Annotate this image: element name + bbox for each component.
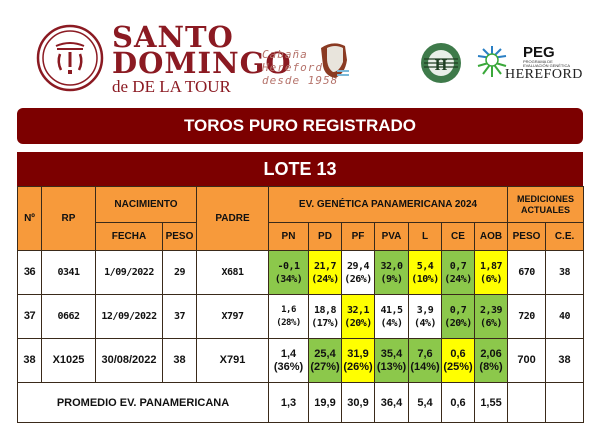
cell-num: 37	[17, 294, 42, 339]
table-row: 36 0341 1/09/2022 29 X681 -0,1 (34%) 21,…	[17, 250, 585, 295]
average-label: PROMEDIO EV. PANAMERICANA	[17, 382, 269, 423]
cell-l: 3,9 (4%)	[408, 294, 442, 339]
page-header: SANTO DOMINGO de DE LA TOUR Cabaña Heref…	[0, 0, 600, 105]
lote-table: Nº RP NACIMIENTO PADRE EV. GENÉTICA PANA…	[17, 186, 585, 423]
cell-aob: 1,87 (6%)	[473, 250, 509, 295]
col-mediciones: MEDICIONES ACTUALES	[507, 186, 585, 223]
cell-fecha: 12/09/2022	[95, 294, 163, 339]
cell-padre: X791	[196, 338, 269, 383]
peg-subtitle: PROGRAMA DE EVALUACIÓN GENÉTICA	[523, 59, 571, 68]
lote-title-bar: LOTE 13	[17, 152, 583, 186]
col-pf: PF	[341, 222, 375, 251]
cell-num: 36	[17, 250, 42, 295]
cell-fecha: 30/08/2022	[95, 338, 163, 383]
hereford-cow-icon	[321, 43, 349, 78]
lote-title: LOTE 13	[263, 158, 337, 179]
header-row-1: Nº RP NACIMIENTO PADRE EV. GENÉTICA PANA…	[17, 186, 585, 251]
avg-pf: 30,9	[341, 382, 375, 423]
cell-l: 5,4 (10%)	[408, 250, 442, 295]
cell-ce-actual: 38	[545, 338, 585, 383]
cell-l: 7,6 (14%)	[408, 338, 442, 383]
col-nacimiento: NACIMIENTO	[95, 186, 197, 223]
cell-pd: 18,8 (17%)	[308, 294, 342, 339]
santo-domingo-seal-icon	[36, 24, 104, 92]
col-aob: AOB	[473, 222, 509, 251]
cell-aob: 2,06 (8%)	[473, 338, 509, 383]
avg-peso-empty	[507, 382, 547, 423]
cell-padre: X681	[196, 250, 269, 295]
cell-pn: 1,4 (36%)	[268, 338, 309, 383]
cell-pva: 32,0 (9%)	[374, 250, 409, 295]
cell-padre: X797	[196, 294, 269, 339]
cell-rp: 0341	[41, 250, 96, 295]
peg-hereford: HEREFORD	[505, 67, 583, 82]
table-row: 37 0662 12/09/2022 37 X797 1,6 (28%) 18,…	[17, 294, 585, 339]
col-num: Nº	[17, 186, 42, 251]
col-pva: PVA	[374, 222, 409, 251]
cell-pf: 29,4 (26%)	[341, 250, 375, 295]
cabana-line3: desde 1958	[262, 74, 339, 87]
cell-rp: 0662	[41, 294, 96, 339]
cell-aob: 2,39 (6%)	[473, 294, 509, 339]
average-row: PROMEDIO EV. PANAMERICANA 1,3 19,9 30,9 …	[17, 382, 585, 423]
cell-pn: -0,1 (34%)	[268, 250, 309, 295]
cell-pf: 32,1 (20%)	[341, 294, 375, 339]
cell-ce: 0,7 (20%)	[441, 294, 475, 339]
cell-peso: 37	[162, 294, 197, 339]
cell-pn: 1,6 (28%)	[268, 294, 309, 339]
cell-peso-actual: 700	[507, 338, 547, 383]
cell-pva: 35,4 (13%)	[374, 338, 409, 383]
cell-pva: 41,5 (4%)	[374, 294, 409, 339]
col-ce-actual: C.E.	[545, 222, 585, 251]
avg-l: 5,4	[408, 382, 442, 423]
cell-ce: 0,7 (24%)	[441, 250, 475, 295]
cabana-line2: Hereford	[262, 61, 323, 74]
col-peso: PESO	[162, 222, 197, 251]
cabana-tagline: Cabaña Hereford desde 1958	[262, 48, 338, 87]
cell-peso: 29	[162, 250, 197, 295]
cell-rp: X1025	[41, 338, 96, 383]
avg-pva: 36,4	[374, 382, 409, 423]
header-row-2: FECHA PESO PN PD PF PVA L CE AOB PESO C.…	[18, 222, 585, 251]
hereford-association-seal-icon: H	[421, 43, 461, 83]
cell-peso-actual: 670	[507, 250, 547, 295]
col-ev-genetica: EV. GENÉTICA PANAMERICANA 2024	[267, 186, 509, 223]
avg-pd: 19,9	[308, 382, 342, 423]
cell-ce-actual: 40	[545, 294, 585, 339]
col-fecha: FECHA	[95, 222, 163, 251]
peg-hereford-logo: PEG PROGRAMA DE EVALUACIÓN GENÉTICA HERE…	[475, 42, 582, 84]
col-pd: PD	[308, 222, 342, 251]
cell-pd: 21,7 (24%)	[308, 250, 342, 295]
banner-title: TOROS PURO REGISTRADO	[183, 116, 417, 135]
brand-line3: de DE LA TOUR	[112, 77, 231, 96]
col-rp: RP	[41, 186, 96, 251]
col-ce: CE	[441, 222, 475, 251]
brand-name: SANTO DOMINGO de DE LA TOUR	[112, 20, 292, 98]
peg-title: PEG	[523, 44, 555, 61]
col-peso-actual: PESO	[507, 222, 547, 251]
avg-ce-empty	[545, 382, 585, 423]
brand-line2: DOMINGO	[112, 46, 292, 80]
brand-line1: SANTO	[112, 20, 234, 54]
cell-ce-actual: 38	[545, 250, 585, 295]
avg-pn: 1,3	[268, 382, 309, 423]
avg-aob: 1,55	[473, 382, 509, 423]
col-l: L	[408, 222, 442, 251]
col-padre: PADRE	[196, 186, 269, 251]
cell-num: 38	[17, 338, 42, 383]
cabana-line1: Cabaña	[262, 48, 308, 61]
avg-ce: 0,6	[441, 382, 475, 423]
cell-ce: 0,6 (25%)	[441, 338, 475, 383]
cell-pd: 25,4 (27%)	[308, 338, 342, 383]
table-row: 38 X1025 30/08/2022 38 X791 1,4 (36%) 25…	[17, 338, 585, 383]
cell-peso-actual: 720	[507, 294, 547, 339]
svg-text:H: H	[435, 57, 448, 74]
section-banner: TOROS PURO REGISTRADO	[17, 108, 583, 144]
peg-sunburst-icon	[477, 46, 507, 77]
cell-peso: 38	[162, 338, 197, 383]
col-pn: PN	[268, 222, 309, 251]
cell-pf: 31,9 (26%)	[341, 338, 375, 383]
cell-fecha: 1/09/2022	[95, 250, 163, 295]
